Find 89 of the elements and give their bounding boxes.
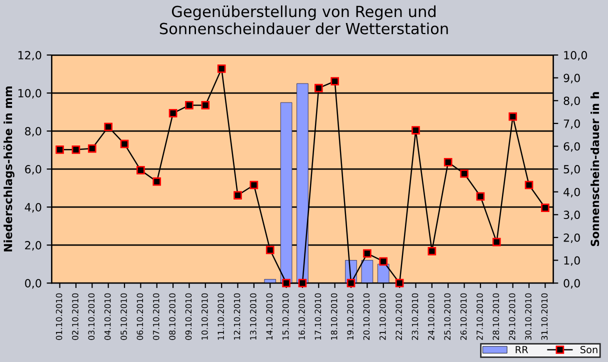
x-tick-label: 14.10.2010 xyxy=(266,293,273,340)
x-tick-label: 12.10.2010 xyxy=(234,293,240,340)
chart-title: Gegenüberstellung von Regen und Sonnenscheindauer der Wetterstation xyxy=(160,5,448,34)
x-tick-label: 30.10.2010 xyxy=(525,293,532,340)
point xyxy=(250,180,258,190)
y-tick-label: 6,0 xyxy=(25,165,42,175)
legend-label: Son xyxy=(580,346,598,354)
bar xyxy=(280,102,292,284)
point xyxy=(524,180,534,190)
x-tick-label: 29.10.2010 xyxy=(508,293,516,340)
point xyxy=(395,278,404,288)
point xyxy=(428,246,436,256)
y2-tick-label: 6,0 xyxy=(564,142,580,152)
x-tick-label: 07.10.2010 xyxy=(152,293,160,340)
x-tick-label: 18.10.2010 xyxy=(330,293,338,340)
y2-tick-label: 8,0 xyxy=(564,96,580,106)
y2-tick-label: 7,0 xyxy=(564,119,580,129)
x-tick-label: 21.10.2010 xyxy=(380,293,386,340)
point xyxy=(412,126,420,134)
x-tick-label: 03.10.2010 xyxy=(88,293,95,340)
y2-tick-label: 10,0 xyxy=(564,51,588,61)
x-tick-label: 10.10.2010 xyxy=(202,293,208,340)
x-tick-label: 23.10.2010 xyxy=(412,293,418,340)
x-tick-label: 27.10.2010 xyxy=(476,293,483,340)
point xyxy=(314,84,323,92)
x-tick-label: 22.10.2010 xyxy=(396,293,402,340)
point xyxy=(460,169,468,178)
y-tick-label: 10,0 xyxy=(18,89,42,99)
point xyxy=(234,191,242,200)
point xyxy=(185,101,194,110)
point xyxy=(444,158,452,166)
point xyxy=(330,77,340,86)
y2-tick-label: 9,0 xyxy=(564,74,580,84)
y2-tick-label: 0,0 xyxy=(564,279,580,289)
point xyxy=(56,146,64,154)
point xyxy=(72,146,80,154)
x-tick-label: 17.10.2010 xyxy=(314,293,322,340)
point xyxy=(298,278,307,288)
x-tick-label: 19.10.2010 xyxy=(347,293,354,340)
point xyxy=(476,192,485,201)
y-tick-label: 0,0 xyxy=(25,279,42,289)
y2-tick-label: 1,0 xyxy=(564,256,580,266)
x-tick-label: 02.10.2010 xyxy=(72,293,78,340)
point xyxy=(379,257,388,266)
y-tick-label: 8,0 xyxy=(25,127,42,137)
x-tick-label: 09.10.2010 xyxy=(185,293,192,340)
bar xyxy=(361,260,374,284)
x-tick-label: 31.10.2010 xyxy=(541,293,548,340)
point xyxy=(266,246,274,254)
y2-tick-label: 2,0 xyxy=(564,233,580,243)
x-tick-label: 06.10.2010 xyxy=(136,293,144,340)
point xyxy=(541,204,550,212)
x-tick-label: 11.10.2010 xyxy=(218,293,224,340)
point xyxy=(363,249,372,258)
point xyxy=(508,112,517,121)
bar xyxy=(296,83,308,284)
x-tick-label: 13.10.2010 xyxy=(250,293,256,340)
y-tick-label: 2,0 xyxy=(25,241,42,251)
x-tick-label: 05.10.2010 xyxy=(120,293,127,340)
point xyxy=(282,278,290,288)
y2-tick-label: 5,0 xyxy=(564,165,580,175)
x-tick-label: 25.10.2010 xyxy=(444,293,451,340)
point xyxy=(136,166,145,174)
point xyxy=(104,122,112,132)
point xyxy=(217,64,226,73)
x-tick-label: 01.10.2010 xyxy=(56,293,62,340)
point xyxy=(88,144,96,153)
point xyxy=(346,278,356,288)
x-tick-label: 16.10.2010 xyxy=(298,293,305,340)
legend-label: RR xyxy=(516,346,528,354)
y2-tick-label: 4,0 xyxy=(564,188,580,198)
point xyxy=(152,177,162,186)
y2-axis-title: Sonnenschein-dauer in h xyxy=(590,92,600,246)
x-tick-label: 20.10.2010 xyxy=(363,293,370,340)
y2-tick-label: 3,0 xyxy=(564,210,580,220)
x-tick-label: 08.10.2010 xyxy=(169,293,176,340)
x-tick-label: 15.10.2010 xyxy=(282,293,289,340)
x-tick-label: 24.10.2010 xyxy=(428,293,434,340)
point xyxy=(168,109,178,118)
y-tick-label: 4,0 xyxy=(24,203,42,213)
x-tick-label: 26.10.2010 xyxy=(460,293,467,340)
point xyxy=(120,140,129,148)
y-axis-title: Niederschlags-höhe in mm xyxy=(3,86,14,252)
point xyxy=(201,101,210,110)
y-tick-label: 12,0 xyxy=(18,51,42,61)
bar xyxy=(378,264,390,284)
x-tick-label: 04.10.2010 xyxy=(104,293,111,340)
point xyxy=(492,238,501,246)
x-tick-label: 28.10.2010 xyxy=(492,293,500,340)
